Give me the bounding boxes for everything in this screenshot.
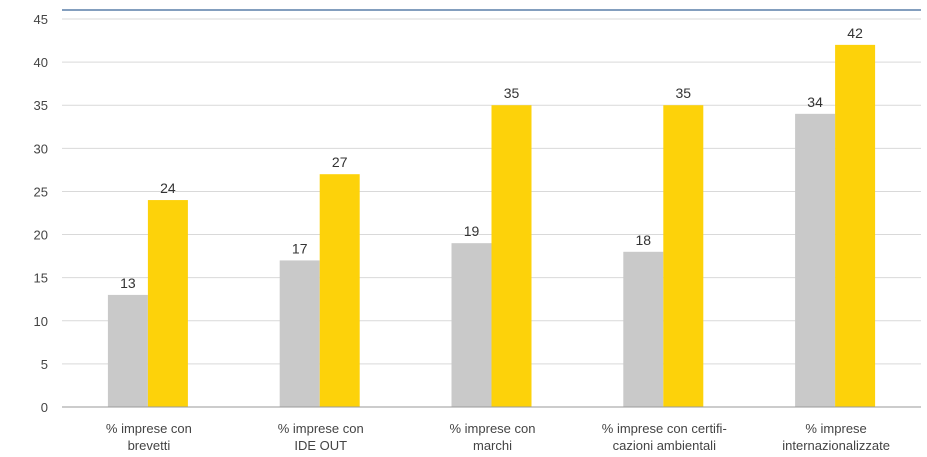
category-label: cazioni ambientali [613, 438, 716, 453]
category-label: % imprese con certifi- [602, 421, 727, 436]
y-tick-label: 20 [34, 228, 48, 243]
data-label: 18 [636, 232, 652, 248]
data-label: 35 [676, 85, 692, 101]
y-tick-label: 5 [41, 357, 48, 372]
category-label: brevetti [128, 438, 171, 453]
category-label: % imprese con [106, 421, 192, 436]
bar-series-2 [835, 44, 876, 407]
bar-series-1 [451, 243, 492, 407]
data-label: 35 [504, 85, 520, 101]
data-label: 17 [292, 240, 308, 256]
y-tick-label: 15 [34, 271, 48, 286]
category-label: IDE OUT [294, 438, 347, 453]
bar-series-2 [319, 174, 360, 407]
data-label: 42 [847, 25, 863, 41]
data-label: 13 [120, 275, 136, 291]
bar-series-1 [107, 294, 148, 407]
y-tick-label: 25 [34, 184, 48, 199]
bar-series-2 [147, 200, 188, 407]
data-labels: 13 24 17 27 19 35 18 35 34 42 [120, 25, 863, 291]
y-axis-ticks: 0 5 10 15 20 25 30 35 40 45 [34, 12, 48, 415]
category-label: marchi [473, 438, 512, 453]
data-label: 27 [332, 154, 348, 170]
y-tick-label: 30 [34, 141, 48, 156]
y-tick-label: 10 [34, 314, 48, 329]
data-label: 34 [807, 94, 823, 110]
y-tick-label: 40 [34, 55, 48, 70]
data-label: 19 [464, 223, 480, 239]
bar-series-1 [623, 251, 664, 407]
bar-series-1 [279, 260, 320, 407]
bar-series-2 [663, 105, 704, 407]
category-label: % imprese con [450, 421, 536, 436]
x-axis-categories: % imprese con brevetti % imprese con IDE OU… [106, 421, 890, 453]
category-label: % imprese [805, 421, 866, 436]
data-label: 24 [160, 180, 176, 196]
category-label: internazionalizzate [782, 438, 890, 453]
bars [107, 44, 876, 407]
category-label: % imprese con [278, 421, 364, 436]
bar-series-1 [795, 113, 836, 407]
y-tick-label: 0 [41, 400, 48, 415]
y-tick-label: 35 [34, 98, 48, 113]
bar-series-2 [491, 105, 532, 407]
y-tick-label: 45 [34, 12, 48, 27]
